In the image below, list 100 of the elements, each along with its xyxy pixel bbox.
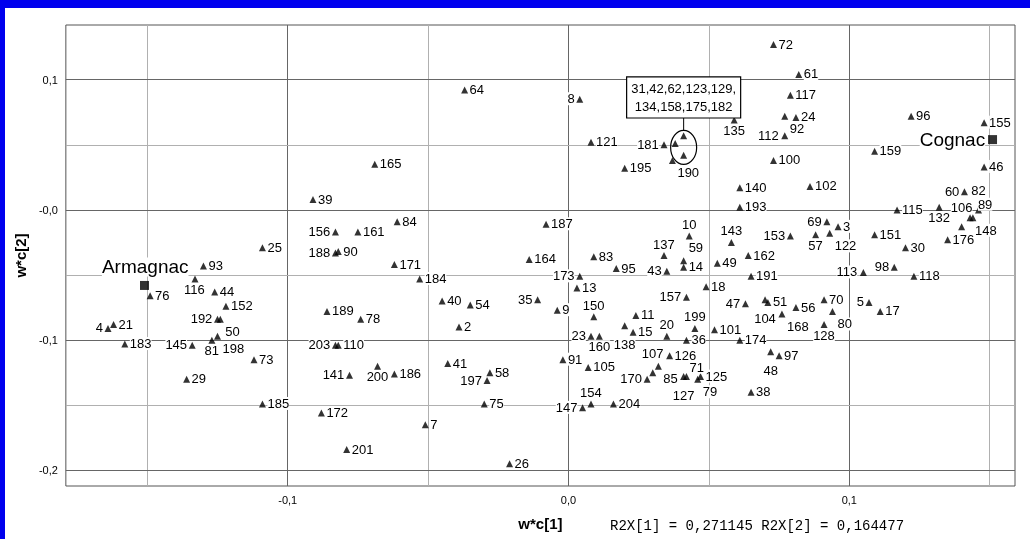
annotation: 118 — [918, 268, 940, 284]
annotation: 188 — [308, 244, 331, 260]
annotation: 143 — [720, 223, 743, 239]
annotation: 154 — [580, 384, 602, 400]
annotation: 61 — [803, 66, 819, 82]
annotation: 69 — [807, 213, 822, 229]
x-tick-label: 0,0 — [560, 493, 577, 506]
annotation: 96 — [916, 108, 931, 124]
x-axis-title: w*c[1] — [517, 515, 563, 532]
annotation: 17 — [885, 303, 900, 319]
annotation: 151 — [879, 226, 902, 242]
y-tick-label: -0,2 — [38, 464, 58, 477]
annotation: 79 — [702, 384, 718, 400]
annotation: 115 — [902, 201, 923, 217]
annotation: 89 — [977, 196, 993, 212]
annotation: 174 — [744, 332, 767, 348]
annotation: 60 — [944, 183, 960, 199]
annotation: 26 — [514, 455, 530, 471]
annotation: 8 — [567, 91, 575, 107]
annotation: 11 — [640, 307, 655, 323]
annotation: 9 — [562, 302, 570, 318]
annotation: 190 — [677, 165, 700, 181]
annotation: 157 — [659, 289, 682, 305]
annotation: 150 — [582, 297, 605, 313]
annotation: 187 — [551, 216, 573, 232]
annotation: 82 — [971, 182, 986, 198]
annotation: 156 — [308, 224, 331, 240]
annotation: 56 — [800, 299, 816, 315]
annotation: 40 — [447, 293, 462, 309]
annotation: 3 — [843, 218, 851, 234]
annotation: 183 — [129, 336, 152, 352]
y-tick-label: -0,0 — [38, 203, 58, 216]
annotation: Armagnac — [101, 256, 189, 278]
annotation: 35 — [518, 291, 533, 307]
annotation: 203 — [308, 337, 331, 353]
annotation: 57 — [808, 237, 823, 253]
annotation: 125 — [705, 368, 728, 384]
annotation: 112 — [757, 127, 779, 143]
annotation: 49 — [722, 255, 737, 271]
annotation: 58 — [494, 364, 510, 380]
annotation: 36 — [691, 332, 706, 348]
annotation: 199 — [683, 309, 706, 325]
annotation: 121 — [595, 134, 618, 150]
annotation: 91 — [567, 351, 583, 367]
annotation: 83 — [598, 248, 614, 264]
annotation: 93 — [208, 257, 223, 273]
annotation: 4 — [95, 320, 103, 336]
annotation: 116 — [184, 281, 205, 297]
annotation: 104 — [754, 310, 776, 326]
annotation: 10 — [681, 216, 697, 232]
annotation: 84 — [402, 213, 417, 229]
annotation: 44 — [219, 283, 235, 299]
annotation: 23 — [571, 328, 586, 344]
annotation: 106 — [950, 199, 973, 215]
annotation: 176 — [952, 231, 975, 247]
annotation: 117 — [795, 87, 817, 103]
annotation: 97 — [784, 347, 799, 363]
annotation: 135 — [723, 123, 745, 139]
annotation: 145 — [165, 337, 188, 353]
annotation: 162 — [753, 247, 775, 263]
annotation: 170 — [620, 371, 642, 387]
annotation: 59 — [688, 239, 704, 255]
annotation: Cognac — [919, 128, 986, 150]
annotation: 102 — [815, 178, 837, 194]
annotation: 95 — [621, 260, 636, 276]
annotation: 193 — [744, 199, 767, 215]
annotation: 160 — [588, 339, 611, 355]
annotation: 159 — [879, 143, 902, 159]
annotation: 148 — [975, 222, 997, 238]
annotation: 197 — [460, 372, 482, 388]
annotation: 46 — [989, 158, 1004, 174]
annotation: 75 — [489, 395, 504, 411]
annotation: 173 — [552, 268, 575, 284]
annotation: 48 — [763, 362, 778, 378]
annotation: 141 — [322, 367, 345, 383]
annotation: 189 — [332, 303, 354, 319]
annotation: 31,42,62,123,129, 134,158,175,182 — [631, 80, 737, 114]
annotation: 13 — [581, 280, 597, 296]
annotation: 80 — [837, 316, 852, 332]
annotation: 184 — [424, 270, 447, 286]
annotation: 20 — [659, 317, 674, 333]
annotation: 128 — [813, 327, 835, 343]
annotation: 72 — [778, 36, 793, 52]
annotation: 7 — [430, 416, 438, 432]
annotation: 185 — [267, 395, 290, 411]
annotation: 198 — [222, 341, 245, 357]
annotation: 47 — [725, 295, 741, 311]
annotation: 168 — [786, 319, 809, 335]
annotation: 110 — [343, 337, 364, 353]
annotation: 164 — [534, 251, 556, 267]
annotation: 161 — [362, 224, 385, 240]
annotation: 78 — [365, 311, 381, 327]
annotation: 165 — [379, 156, 402, 172]
annotation: 186 — [399, 366, 422, 382]
annotation: 18 — [711, 278, 726, 294]
annotation: 5 — [856, 294, 864, 310]
annotation: 101 — [719, 321, 742, 337]
annotation: 204 — [618, 395, 641, 411]
annotation: 29 — [191, 371, 207, 387]
annotation: 140 — [744, 179, 767, 195]
